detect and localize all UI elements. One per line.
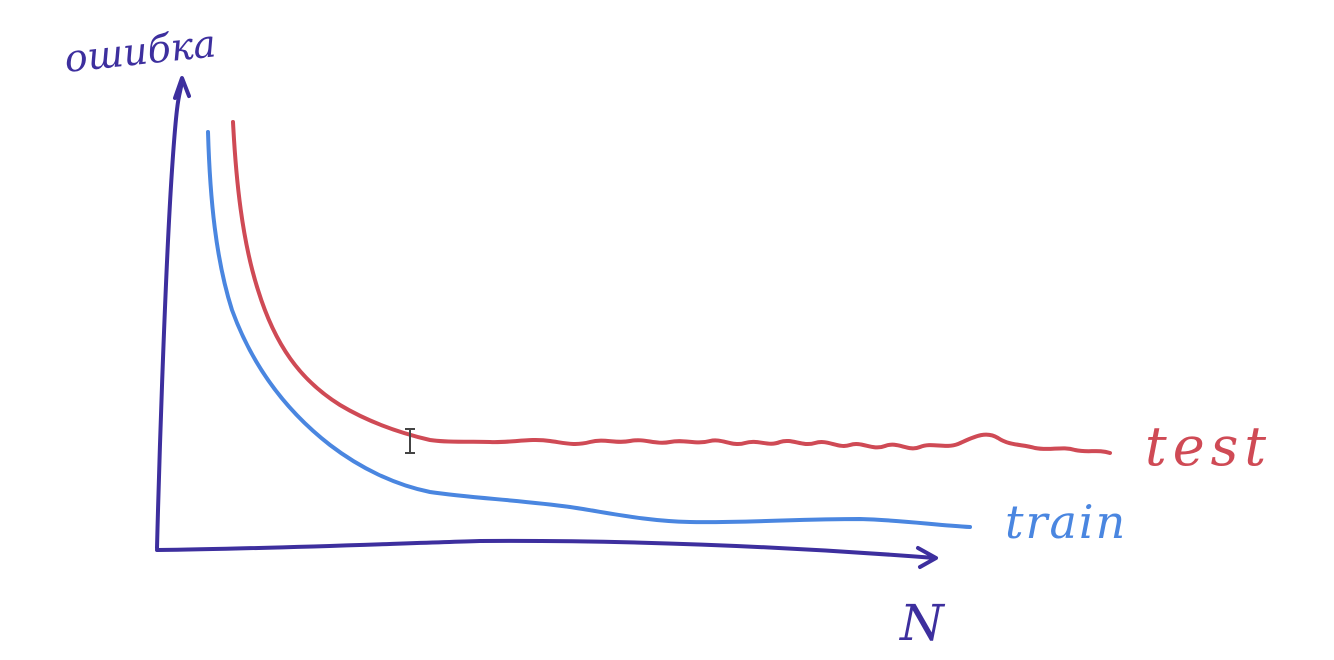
y-axis-arrowhead (173, 76, 191, 100)
train-curve (206, 130, 972, 529)
test-series-label: test (1145, 415, 1272, 478)
x-axis-arrowhead (916, 546, 938, 569)
train-series-label: train (1005, 495, 1127, 549)
y-axis (155, 78, 184, 550)
text-cursor-icon (405, 428, 415, 454)
x-axis-label: N (899, 594, 946, 652)
test-curve (231, 120, 1112, 455)
y-axis-label: ошибка (62, 21, 218, 81)
x-axis (155, 538, 937, 560)
